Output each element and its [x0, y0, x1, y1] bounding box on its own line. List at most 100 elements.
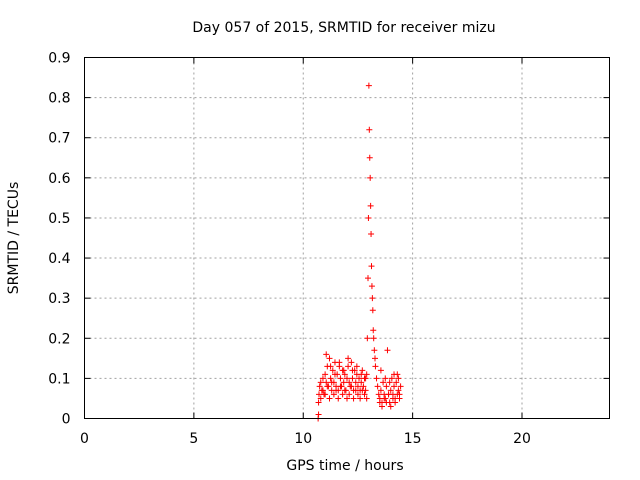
x-tick-label: 10 [294, 431, 312, 447]
data-points [315, 82, 404, 422]
data-point [354, 383, 361, 390]
data-point [387, 387, 394, 394]
data-point [322, 391, 329, 398]
x-tick-label: 5 [189, 431, 198, 447]
data-point [368, 230, 375, 237]
data-point [344, 375, 350, 382]
data-point [358, 379, 365, 386]
data-point [361, 391, 368, 398]
y-tick-label: 0 [62, 412, 71, 428]
data-point [350, 395, 357, 402]
data-point [349, 367, 356, 374]
data-point [367, 202, 374, 209]
x-tick-label: 15 [404, 431, 422, 447]
data-point [344, 395, 350, 402]
data-point [383, 383, 390, 390]
y-axis-label: SRMTID / TECUs [6, 182, 22, 295]
data-point [371, 347, 378, 354]
data-point [330, 391, 337, 398]
data-point [369, 307, 376, 314]
data-point [319, 387, 326, 394]
y-tick-label: 0.7 [48, 131, 70, 147]
data-point [324, 383, 331, 390]
data-point [356, 375, 363, 382]
data-point [369, 295, 376, 302]
data-point [345, 363, 352, 370]
data-point [359, 367, 366, 374]
data-point [323, 379, 330, 386]
y-tick-label: 0.9 [48, 51, 70, 67]
data-point [331, 371, 338, 378]
data-point [383, 399, 390, 406]
data-point [384, 347, 391, 354]
data-point [353, 363, 360, 370]
data-point [328, 379, 335, 386]
data-point [335, 395, 342, 402]
data-point [388, 375, 395, 382]
x-tick-label: 0 [80, 431, 89, 447]
data-point [391, 383, 398, 390]
data-point [333, 387, 340, 394]
data-point [380, 379, 387, 386]
chart-title: Day 057 of 2015, SRMTID for receiver miz… [192, 20, 495, 36]
data-point [316, 391, 322, 398]
data-point [359, 387, 366, 394]
data-point [395, 375, 402, 382]
data-point [340, 379, 347, 386]
data-point [327, 375, 334, 382]
grid-lines [84, 57, 610, 419]
data-point [395, 387, 402, 394]
data-point [348, 383, 355, 390]
data-point [396, 395, 403, 402]
y-tick-label: 0.8 [48, 91, 70, 107]
x-tick-label: 20 [513, 431, 531, 447]
data-point [326, 395, 333, 402]
y-tick-label: 0.1 [48, 371, 70, 387]
data-point [358, 371, 365, 378]
y-tick-label: 0.2 [48, 331, 70, 347]
data-point [326, 355, 333, 362]
y-tick-label: 0.5 [48, 211, 70, 227]
data-point [391, 371, 398, 378]
data-point [393, 379, 400, 386]
data-point [336, 359, 343, 366]
data-point [372, 363, 379, 370]
data-point [376, 399, 383, 406]
data-point [357, 395, 364, 402]
data-point [392, 399, 399, 406]
data-point [341, 371, 348, 378]
data-point [382, 375, 389, 382]
axis-ticks: 0 0.1 0.2 0.3 0.4 0.5 0.6 0.7 0.8 0.9 0 5 10 15 20 [48, 51, 610, 447]
plot-frame [84, 57, 610, 419]
data-point [360, 383, 367, 390]
data-point [397, 383, 404, 390]
data-point [363, 371, 370, 378]
data-point [348, 359, 355, 366]
data-point [346, 391, 353, 398]
data-point [327, 363, 334, 370]
data-point [370, 327, 377, 334]
data-point [354, 391, 361, 398]
data-point [363, 395, 370, 402]
y-tick-label: 0.6 [48, 171, 70, 187]
data-point [352, 387, 359, 394]
data-point [323, 351, 330, 358]
data-point [366, 126, 373, 133]
data-point [368, 283, 375, 290]
data-point [379, 403, 385, 410]
data-point [367, 174, 374, 181]
data-point [346, 379, 353, 386]
data-point [365, 82, 372, 89]
data-point [377, 387, 384, 394]
data-point [319, 375, 326, 382]
y-tick-label: 0.3 [48, 291, 70, 307]
data-point [322, 371, 329, 378]
data-point [366, 154, 373, 161]
data-point [362, 375, 369, 382]
data-point [316, 383, 323, 390]
data-point [315, 399, 322, 406]
data-point [349, 375, 356, 382]
data-point [368, 263, 375, 270]
data-point [364, 335, 371, 342]
